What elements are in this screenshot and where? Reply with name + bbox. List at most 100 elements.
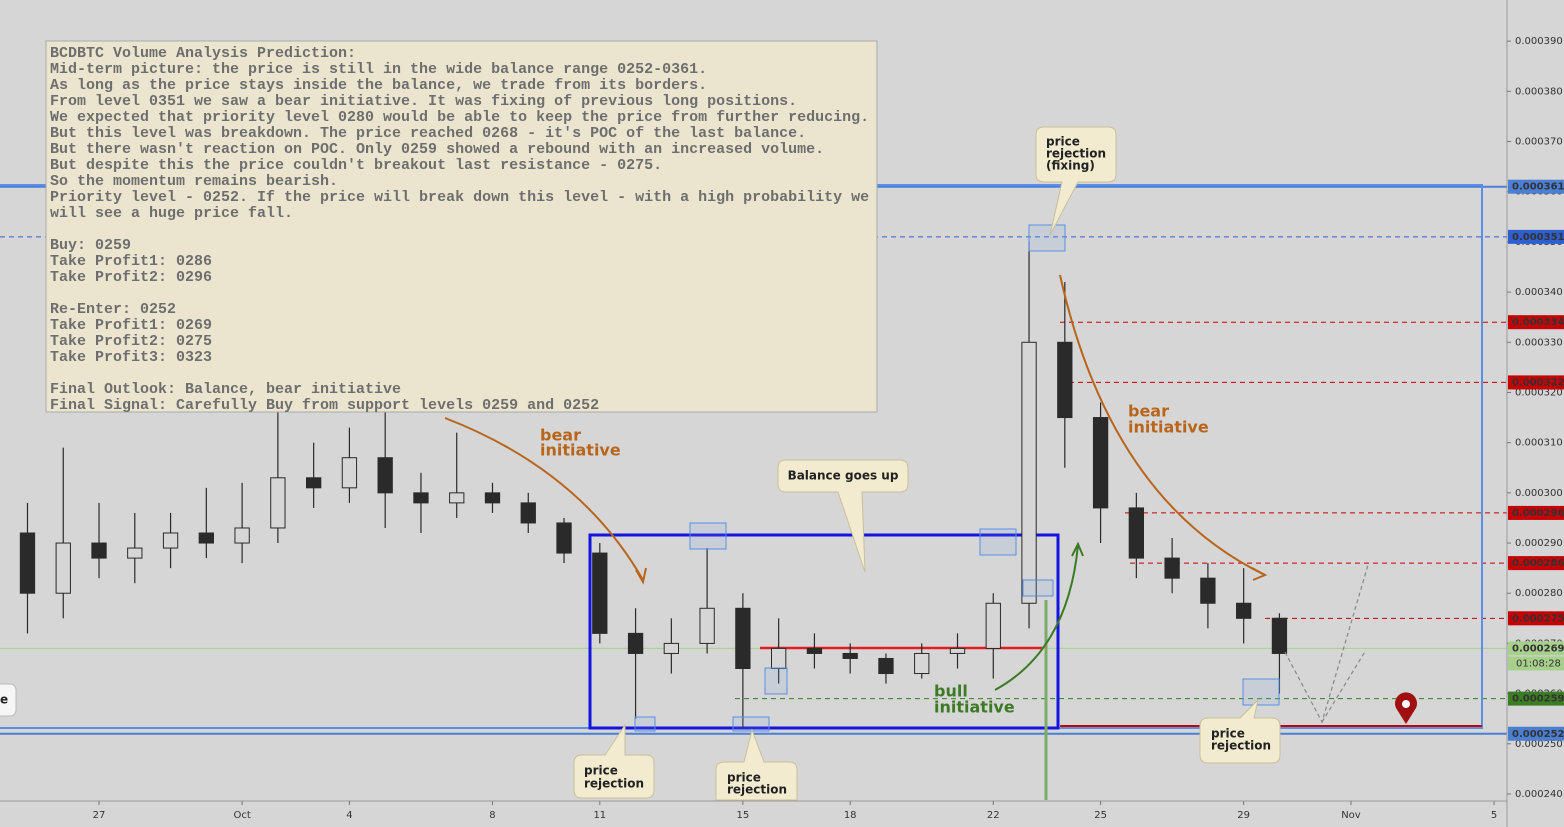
candle-body — [449, 492, 465, 504]
note-box — [45, 40, 878, 413]
highlight-box — [1022, 579, 1054, 597]
highlight-box — [689, 522, 727, 550]
marker — [1395, 692, 1418, 724]
callout — [1199, 698, 1281, 764]
candle-body — [413, 492, 429, 504]
candle-body — [878, 657, 894, 675]
level-label-bg — [1508, 611, 1564, 626]
arrow-head — [635, 567, 647, 585]
level-label: 0.000269 — [1512, 643, 1564, 654]
candle-body — [127, 547, 143, 559]
level-label-bg — [1508, 556, 1564, 571]
candle-body — [592, 552, 608, 634]
y-tick-label: 0.000380 — [1515, 86, 1563, 97]
edge-box — [0, 683, 17, 717]
note-line: Take Profit1: 0269 — [50, 317, 212, 334]
highlight-box — [979, 528, 1017, 556]
highlight-box — [764, 667, 788, 695]
edge-label: e — [0, 693, 8, 707]
callout-shapes — [573, 126, 1281, 801]
candles — [19, 241, 1288, 729]
callout-text: (fixing) — [1046, 159, 1095, 173]
callout-text: Balance goes up — [788, 469, 899, 483]
y-tick-label: 0.000300 — [1515, 488, 1563, 499]
y-tick-label: 0.000280 — [1515, 588, 1563, 599]
candle-body — [663, 642, 679, 654]
x-tick-label: 4 — [346, 810, 352, 821]
y-tick-label: 0.000340 — [1515, 287, 1563, 298]
level-label-bg — [1508, 641, 1564, 656]
candle-body — [377, 457, 393, 494]
note-line: From level 0351 we saw a bear initiative… — [50, 93, 797, 110]
y-tick-label: 0.000390 — [1515, 36, 1563, 47]
candle-body — [949, 647, 966, 654]
initiative-text: bear — [1128, 402, 1169, 421]
highlight-box — [732, 716, 770, 732]
countdown: 01:08:28 — [1516, 658, 1561, 669]
highlight-box — [1242, 678, 1280, 706]
level-label: 0.000361 — [1512, 182, 1564, 193]
y-tick-label: 0.000330 — [1515, 337, 1563, 348]
note-line: But despite this the price couldn't brea… — [50, 157, 662, 174]
candle-body — [985, 602, 1001, 649]
note-line: Final Signal: Carefully Buy from support… — [50, 397, 599, 414]
axes: 0.0003900.0003800.0003700.0003600.000350… — [93, 36, 1564, 821]
callout-text: rejection — [727, 783, 787, 797]
level-label-bg — [1508, 691, 1564, 706]
callout-text: rejection — [584, 777, 644, 791]
note: BCDBTC Volume Analysis Prediction:Mid-te… — [50, 45, 869, 414]
arrow-head — [1071, 541, 1084, 557]
candle-body — [1128, 507, 1145, 559]
candle-body — [1092, 417, 1109, 509]
highlight-box — [1028, 224, 1066, 252]
candle-body — [162, 532, 179, 549]
x-tick-label: 27 — [93, 810, 106, 821]
note-line: But this level was breakdown. The price … — [50, 125, 806, 142]
note-line: As long as the price stays inside the ba… — [50, 77, 707, 94]
y-axis-panel — [1507, 0, 1564, 827]
level-label-bg — [1508, 229, 1564, 244]
candle-body — [1057, 341, 1073, 419]
candle-body — [1200, 577, 1216, 604]
initiative-text: bull — [934, 682, 968, 701]
initiative-text: initiative — [540, 441, 621, 460]
x-tick-label: 11 — [593, 810, 606, 821]
y-tick-label: 0.000240 — [1515, 789, 1563, 800]
y-tick-label: 0.000320 — [1515, 387, 1563, 398]
note-line: But there wasn't reaction on POC. Only 0… — [50, 141, 824, 158]
candle-body — [19, 532, 36, 594]
x-tick-label: 25 — [1094, 810, 1107, 821]
balance-box — [588, 533, 1060, 730]
callout — [715, 728, 798, 801]
callout — [573, 723, 655, 799]
candle-body — [520, 502, 536, 524]
candle-body — [914, 652, 930, 675]
note-line: Take Profit2: 0275 — [50, 333, 212, 350]
candle-body — [842, 652, 858, 659]
note-line: Re-Enter: 0252 — [50, 301, 176, 318]
level-label-bg — [1508, 179, 1564, 194]
callout — [777, 459, 909, 573]
marker-dot — [1402, 700, 1410, 708]
callout-text: rejection — [1211, 739, 1271, 753]
callout-text: rejection — [1046, 147, 1106, 161]
level-label-bg — [1508, 505, 1564, 520]
level-label: 0.000275 — [1512, 613, 1564, 624]
y-tick-label: 0.000370 — [1515, 137, 1563, 148]
arrow — [1059, 274, 1266, 576]
x-tick-label: Nov — [1341, 810, 1361, 821]
initiative-text: initiative — [1128, 418, 1209, 437]
note-line: will see a huge price fall. — [50, 205, 293, 222]
note-line: Final Outlook: Balance, bear initiative — [50, 381, 401, 398]
candle-body — [91, 542, 107, 559]
arrow-head — [1251, 567, 1268, 581]
candle-body — [735, 607, 751, 670]
candle-body — [305, 477, 322, 489]
x-tick-label: Oct — [233, 810, 250, 821]
level-label: 0.000259 — [1512, 694, 1564, 705]
note-line: Buy: 0259 — [50, 237, 131, 254]
y-tick-label: 0.000250 — [1515, 739, 1563, 750]
note-line: Mid-term picture: the price is still in … — [50, 61, 707, 78]
callout — [1035, 126, 1117, 236]
candle-body — [341, 457, 358, 489]
